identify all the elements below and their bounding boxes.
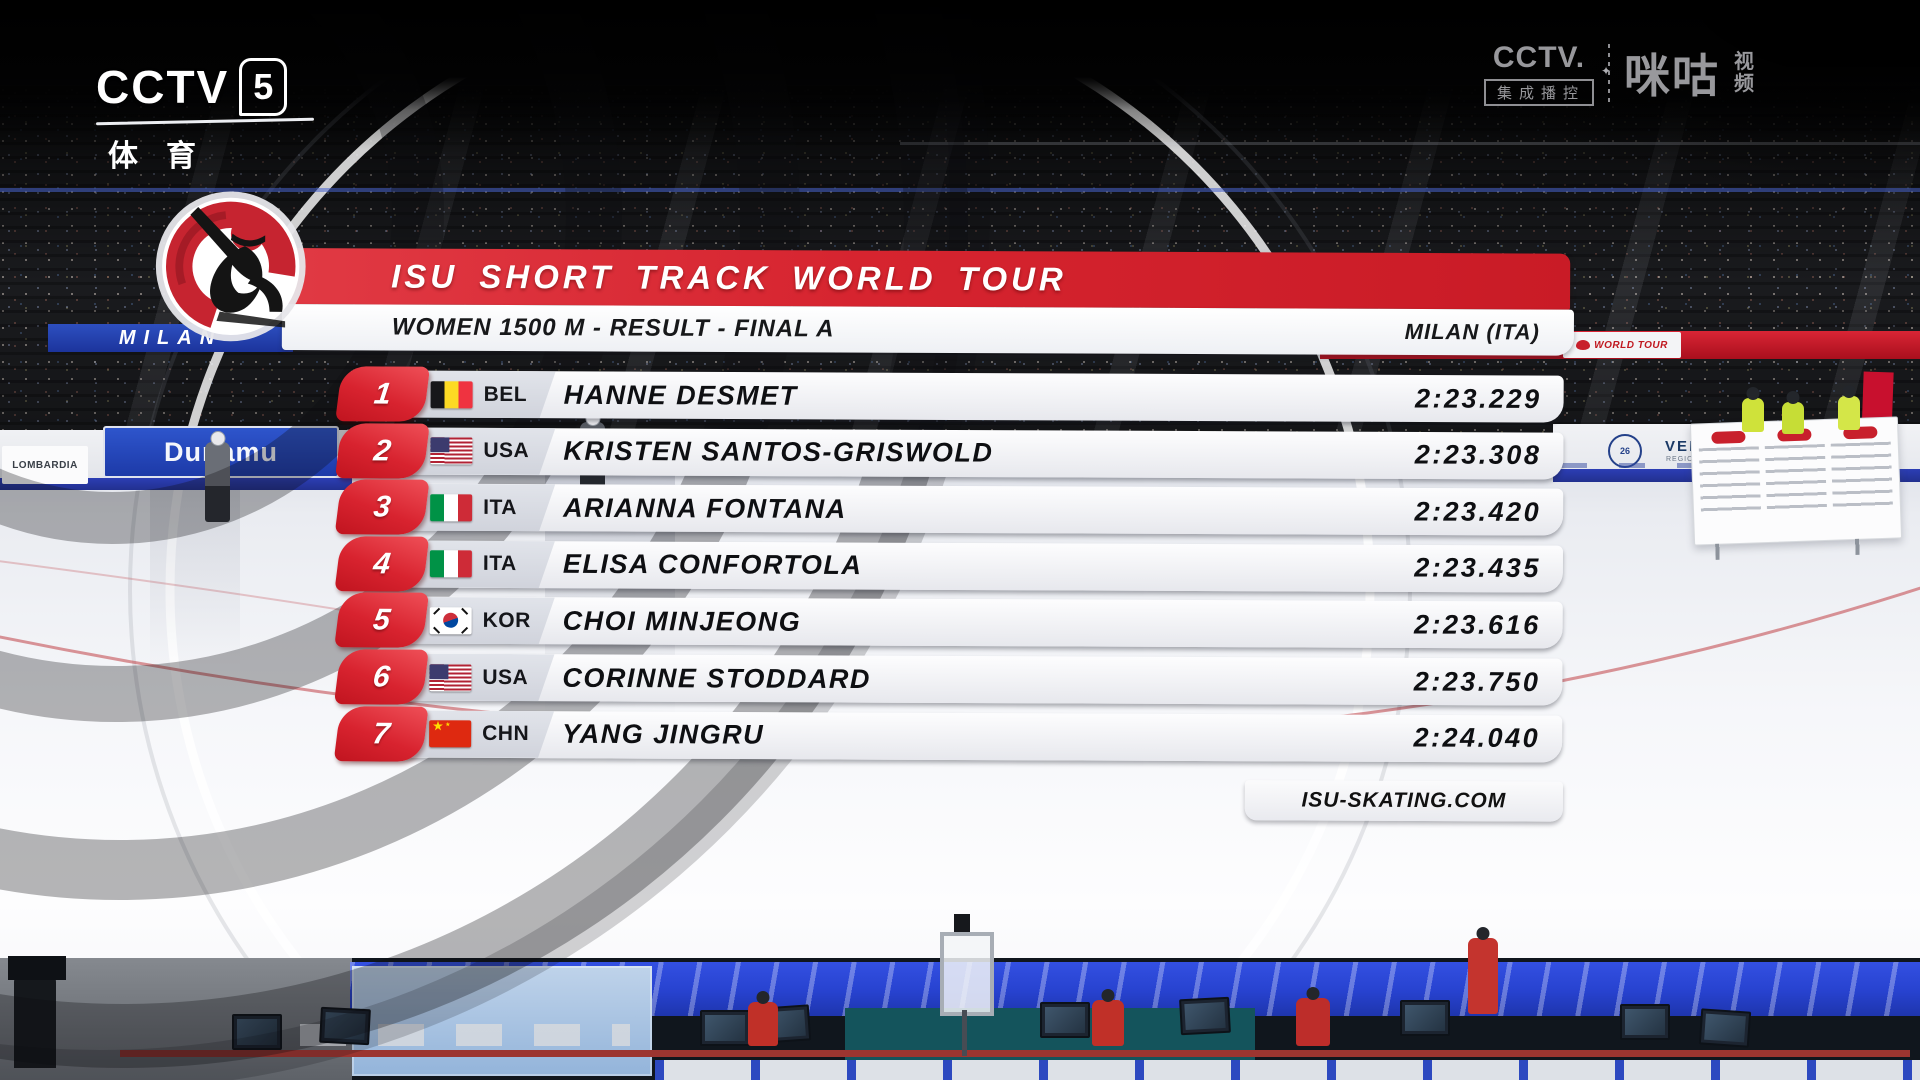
rank-badge: 4 [334,536,430,592]
flag-star-icon: ★ [445,722,451,729]
trigram-mark [433,626,441,634]
competitor-name: YANG JINGRU [562,718,765,750]
cameraman [8,956,66,1068]
migu-wordmark: 咪咕 [1624,50,1721,102]
event-location: MILAN (ITA) [1404,318,1540,345]
monitor [1620,1004,1670,1040]
country-flag [430,380,473,408]
country-flag [430,437,473,465]
rank-badge: 5 [334,592,430,649]
trigram-mark [461,626,469,634]
result-time: 2:23.750 [1413,665,1541,697]
result-row: 3 ITA ARIANNA FONTANA 2:23.420 [334,479,1564,536]
short-track-skater-logo [155,191,306,342]
flag-star-icon: ★ [432,720,444,734]
country-flag [429,550,472,578]
result-row: 4 ITA ELISA CONFORTOLA 2:23.435 [334,536,1563,593]
cctv-wordmark: CCTV [96,61,230,113]
result-time: 2:23.616 [1413,609,1541,640]
channel-number-badge: 5 [239,58,288,116]
world-tour-logo-icon [1576,340,1591,350]
result-time: 2:23.308 [1414,439,1542,471]
competitor-name: CHOI MINJEONG [562,605,802,637]
country-flag [430,493,473,522]
migu-suffix-bottom: 频 [1734,73,1755,95]
result-row: 2 USA KRISTEN SANTOS-GRISWOLD 2:23.308 [334,422,1564,480]
country-code: ITA [483,495,517,519]
result-row: 6 USA CORINNE STODDARD 2:23.750 [333,649,1563,706]
country-code: ITA [482,552,517,576]
title-banner: ISU SHORT TRACK WORLD TOUR [279,248,1571,310]
country-code: CHN [482,722,530,746]
rank-badge: 2 [334,422,430,479]
rank-number: 3 [371,490,393,524]
hi-vis-official [1742,398,1764,432]
result-time: 2:23.229 [1414,382,1542,414]
logo-underline [95,117,315,126]
result-row: 5 KOR CHOI MINJEONG 2:23.616 [334,592,1563,650]
competitor-name: ELISA CONFORTOLA [562,549,863,581]
rank-badge: 7 [333,705,429,762]
country-code: BEL [483,382,528,406]
cctv5-channel-logo: CCTV 5 体育 [95,58,315,175]
lombardia-board: LOMBARDIA [2,446,88,484]
rank-number: 6 [371,659,392,694]
rank-number: 1 [372,376,394,411]
event-subheader: WOMEN 1500 M - RESULT - FINAL A MILAN (I… [281,304,1575,356]
country-code: USA [483,439,530,463]
event-name: WOMEN 1500 M - RESULT - FINAL A [391,313,835,343]
monitor [1400,1000,1450,1036]
country-code: USA [482,665,529,689]
hi-vis-official [1838,396,1860,430]
result-time: 2:24.040 [1413,722,1541,754]
rank-number: 5 [371,603,393,637]
official-standing [1468,938,1498,1014]
competitor-name: KRISTEN SANTOS-GRISWOLD [563,435,994,468]
migu-suffix-top: 视 [1734,51,1755,73]
result-time: 2:23.435 [1414,552,1541,584]
rank-badge: 1 [335,366,431,422]
country-flag [429,607,472,635]
trigram-mark [433,607,441,615]
competition-title: ISU SHORT TRACK WORLD TOUR [391,257,1067,298]
result-row: 7 ★ ★ CHN YANG JINGRU 2:24.040 [333,705,1563,763]
logo-separator [1601,44,1611,102]
channel-caption: 体育 [108,140,224,173]
rank-badge: 3 [334,479,430,535]
hi-vis-official [1782,402,1804,434]
trigram-mark [461,607,469,615]
migu-suffix: 视 频 [1734,51,1754,95]
flag-canton [429,663,449,679]
competitor-name: ARIANNA FONTANA [563,492,847,524]
rank-number: 2 [372,433,393,467]
veneto-board-subtext: REGIONE [1666,456,1706,463]
country-code: KOR [482,608,531,633]
competitor-name: HANNE DESMET [563,379,798,411]
rank-number: 4 [371,546,393,580]
website-text: ISU-SKATING.COM [1301,788,1507,813]
world-tour-sign: WORLD TOUR [1563,332,1681,358]
website-bar: ISU-SKATING.COM [1244,780,1563,822]
competitor-name: CORINNE STODDARD [562,662,871,694]
rank-badge: 6 [333,649,429,705]
result-time: 2:23.420 [1414,496,1542,527]
taegeuk-icon [441,611,461,631]
cctv-platform-wordmark: CCTV. [1492,40,1586,74]
platform-tagline: 集成播控 [1484,78,1595,106]
rank-number: 7 [370,716,392,750]
world-tour-sign-text: WORLD TOUR [1594,339,1668,351]
country-flag [429,663,472,691]
flag-canton [430,437,450,453]
result-row: 1 BEL HANNE DESMET 2:23.229 [335,366,1564,423]
platform-logos: CCTV. 集成播控 咪咕 视 频 [1484,40,1754,106]
country-flag: ★ ★ [429,720,472,748]
